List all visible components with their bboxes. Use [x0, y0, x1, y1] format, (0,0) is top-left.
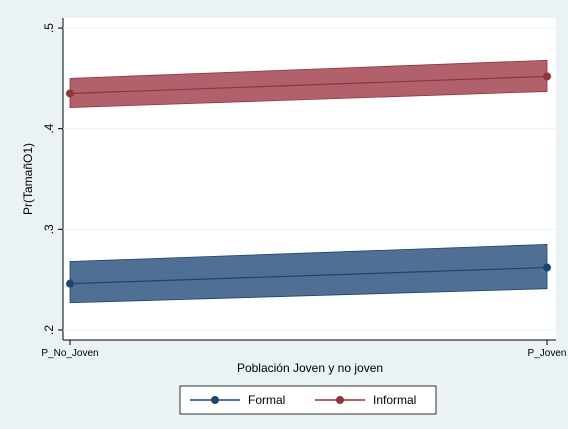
legend-marker	[211, 396, 219, 404]
confidence-band	[69, 59, 548, 108]
line	[69, 75, 548, 95]
x-axis-title: Población Joven y no joven	[237, 361, 383, 375]
line	[69, 266, 548, 285]
x-tick-label: P_No_Joven	[41, 348, 98, 359]
y-tick-label: .2	[42, 325, 56, 335]
y-tick-label: .4	[42, 123, 56, 133]
x-tick-label: P_Joven	[528, 348, 567, 359]
y-tick-label: .3	[42, 224, 56, 234]
marker	[543, 263, 551, 272]
y-tick-label: .5	[42, 23, 56, 33]
marker	[66, 279, 74, 288]
marker	[543, 72, 551, 81]
y-axis-title: Pr(TamañO1)	[21, 143, 35, 215]
legend-label: Informal	[373, 393, 416, 407]
confidence-band	[69, 243, 548, 304]
legend-label: Formal	[248, 393, 285, 407]
marker	[66, 89, 74, 98]
legend-marker	[336, 396, 344, 404]
